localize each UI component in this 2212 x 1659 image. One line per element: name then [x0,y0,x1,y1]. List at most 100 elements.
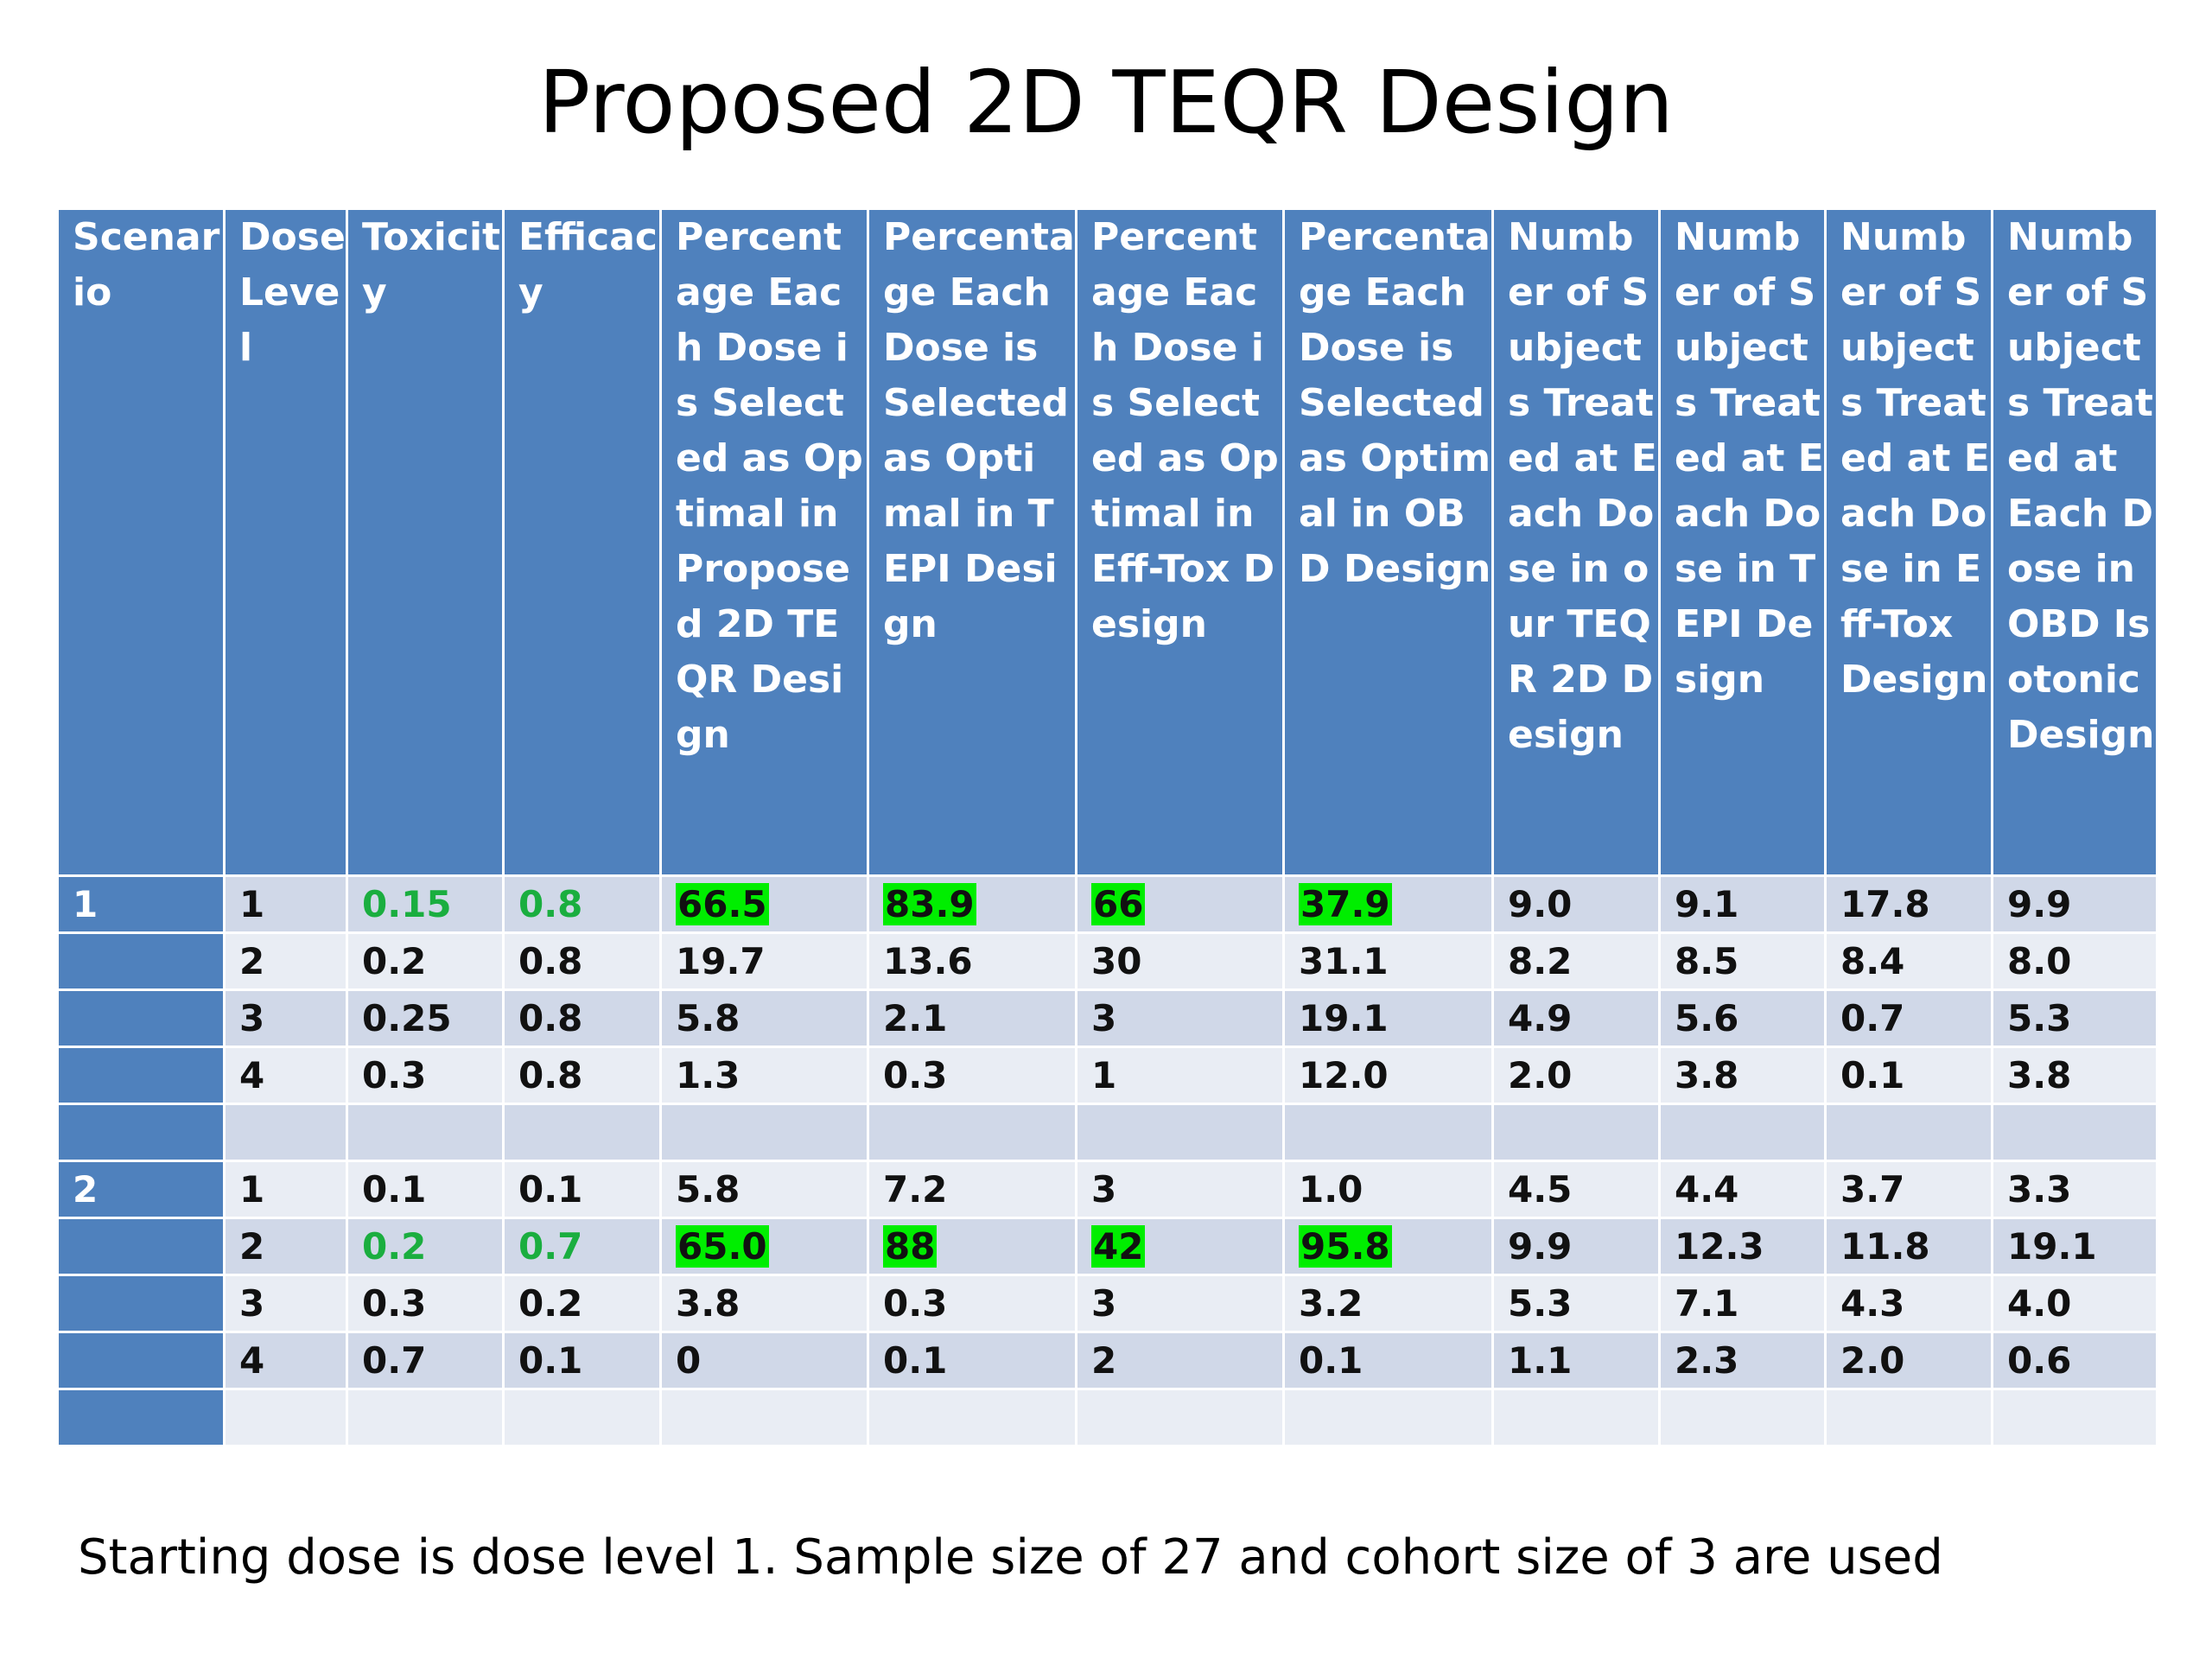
table-cell: 3.3 [1991,1160,2158,1219]
header-cell: Dose Level [223,207,348,877]
table-cell: 0.3 [346,1274,505,1333]
table-cell: 5.3 [1991,988,2158,1048]
highlighted-value: 83.9 [883,883,976,925]
table-cell [1658,1388,1827,1447]
table-cell: 66.5 [659,874,869,934]
table-cell [867,1103,1077,1162]
table-cell [1282,1103,1494,1162]
highlighted-value: 65.0 [676,1225,769,1268]
table-cell [1491,1388,1661,1447]
table-cell: 2 [223,931,348,991]
table-cell: 37.9 [1282,874,1494,934]
table-cell: 3.8 [659,1274,869,1333]
table-cell [867,1388,1077,1447]
table-cell: 19.1 [1991,1217,2158,1276]
table-cell: 0.7 [1824,988,1993,1048]
table-cell: 5.8 [659,1160,869,1219]
table-cell: 1.3 [659,1046,869,1105]
green-value: 0.2 [362,1225,427,1268]
table-cell: 17.8 [1824,874,1993,934]
table-cell: 3.8 [1658,1046,1827,1105]
table-cell: 8.0 [1991,931,2158,991]
table-cell: 7.1 [1658,1274,1827,1333]
table-cell [1991,1103,2158,1162]
table-cell: 3 [1075,1160,1285,1219]
table-cell: 19.1 [1282,988,1494,1048]
table-row: 3 0.25 0.8 5.8 2.1 3 19.1 4.9 5.6 0.7 5.3 [56,988,2158,1048]
table-cell: 2.0 [1491,1046,1661,1105]
table-cell: 95.8 [1282,1217,1494,1276]
table-cell: 2.1 [867,988,1077,1048]
header-cell: Percentage Each Dose is Selected as Opti… [1282,207,1494,877]
table-cell [56,1217,226,1276]
table-cell: 8.4 [1824,931,1993,991]
table-row: 3 0.3 0.2 3.8 0.3 3 3.2 5.3 7.1 4.3 4.0 [56,1274,2158,1333]
table-cell: 83.9 [867,874,1077,934]
highlighted-value: 66 [1091,883,1146,925]
table-cell: 0.8 [502,1046,662,1105]
table-cell: 88 [867,1217,1077,1276]
header-cell: Number of Subjects Treated at Each Dose … [1491,207,1661,877]
table-cell: 7.2 [867,1160,1077,1219]
header-cell: Efficacy [502,207,662,877]
table-cell: 0.2 [502,1274,662,1333]
table-cell: 8.5 [1658,931,1827,991]
table-cell: 2 [56,1160,226,1219]
table-cell: 65.0 [659,1217,869,1276]
table-cell: 4.9 [1491,988,1661,1048]
table-cell: 9.9 [1991,874,2158,934]
table-cell [502,1388,662,1447]
highlighted-value: 95.8 [1299,1225,1392,1268]
header-cell: Percentage Each Dose is Selected as Opti… [1075,207,1285,877]
table-cell: 13.6 [867,931,1077,991]
table-cell [346,1388,505,1447]
table-row: 4 0.7 0.1 0 0.1 2 0.1 1.1 2.3 2.0 0.6 [56,1331,2158,1390]
green-value: 0.7 [518,1225,583,1268]
table-body: 1 1 0.15 0.8 66.5 83.9 66 37.9 9.0 9.1 17.8 9.9 2 0.2… [56,874,2158,1447]
table-cell [1991,1388,2158,1447]
table-cell: 0.7 [502,1217,662,1276]
table-cell [1491,1103,1661,1162]
table-cell: 8.2 [1491,931,1661,991]
table-row: 2 1 0.1 0.1 5.8 7.2 3 1.0 4.5 4.4 3.7 3.3 [56,1160,2158,1219]
header-cell: Percentage Each Dose is Selected as Opti… [867,207,1077,877]
table-cell: 9.0 [1491,874,1661,934]
highlighted-value: 42 [1091,1225,1146,1268]
table-cell [1824,1388,1993,1447]
table-cell: 4.4 [1658,1160,1827,1219]
table-cell: 0.25 [346,988,505,1048]
table-cell: 0.1 [1824,1046,1993,1105]
table-cell [1075,1103,1285,1162]
table-cell: 9.1 [1658,874,1827,934]
table-cell: 1 [1075,1046,1285,1105]
table-cell: 11.8 [1824,1217,1993,1276]
table-cell: 0.3 [346,1046,505,1105]
table-cell: 3 [223,1274,348,1333]
highlighted-value: 37.9 [1299,883,1392,925]
highlighted-value: 88 [883,1225,938,1268]
table-cell: 4 [223,1331,348,1390]
table-cell: 1.0 [1282,1160,1494,1219]
table-cell: 4.5 [1491,1160,1661,1219]
table-cell [1658,1103,1827,1162]
table-cell [56,1331,226,1390]
table-cell: 0.2 [346,931,505,991]
table-cell: 0.1 [502,1331,662,1390]
table-cell: 0.2 [346,1217,505,1276]
highlighted-value: 66.5 [676,883,769,925]
table-cell: 3 [1075,988,1285,1048]
table-cell: 4 [223,1046,348,1105]
table-cell: 4.0 [1991,1274,2158,1333]
table-cell: 2 [223,1217,348,1276]
table-cell: 0.15 [346,874,505,934]
table-cell: 0.1 [502,1160,662,1219]
table-cell [56,1103,226,1162]
table-cell [56,1388,226,1447]
table-cell: 5.8 [659,988,869,1048]
header-cell: Percentage Each Dose is Selected as Opti… [659,207,869,877]
green-value: 0.8 [518,883,583,925]
table-cell [659,1388,869,1447]
slide-title: Proposed 2D TEQR Design [537,52,1675,153]
table-row [56,1388,2158,1447]
